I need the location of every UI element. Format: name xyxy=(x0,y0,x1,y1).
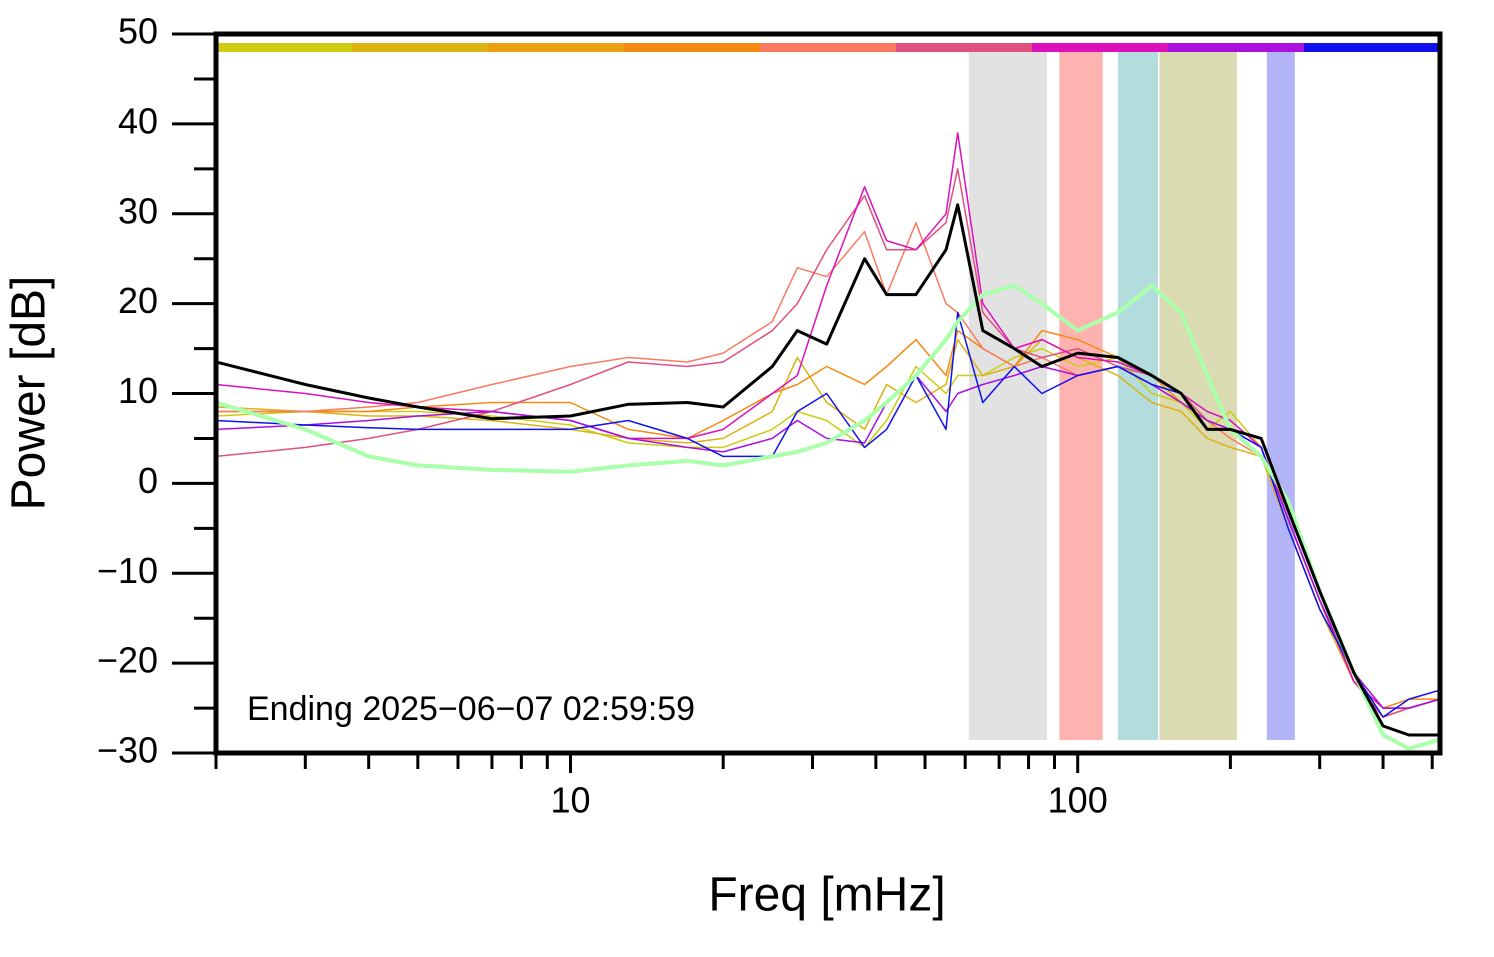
y-tick-label: −10 xyxy=(97,550,158,591)
y-tick-label: −20 xyxy=(97,640,158,681)
spectrum-line xyxy=(216,283,1440,751)
spectrum-line xyxy=(216,338,1440,718)
color-bar-segment xyxy=(352,43,489,52)
color-bar-segment xyxy=(624,43,761,52)
x-tick-label: 10 xyxy=(550,780,590,821)
frequency-band xyxy=(1059,52,1103,740)
x-tick-label: 100 xyxy=(1048,780,1108,821)
y-tick-label: −30 xyxy=(97,730,158,771)
spectrum-line xyxy=(216,132,1440,709)
x-axis-label: Freq [mHz] xyxy=(708,869,945,922)
color-bar-segment xyxy=(216,43,353,52)
color-bar-segment xyxy=(1168,43,1305,52)
spectrum-line xyxy=(216,203,1440,737)
y-axis-label: Power [dB] xyxy=(3,276,56,511)
y-tick-label: 20 xyxy=(118,280,158,321)
frequency-band xyxy=(1159,52,1237,740)
color-bar-segment xyxy=(896,43,1033,52)
frequency-band xyxy=(1117,52,1159,740)
color-bar-segment xyxy=(488,43,625,52)
frequency-band xyxy=(968,52,1048,740)
spectrum-line xyxy=(216,329,1440,709)
y-tick-label: 50 xyxy=(118,11,158,52)
color-bar-segment xyxy=(1304,43,1441,52)
plot-frame xyxy=(213,31,1443,756)
y-tick-label: 10 xyxy=(118,370,158,411)
y-tick-label: 30 xyxy=(118,190,158,231)
plot-area: 10 100 −30 −20 −10 0 10 20 30 40 50 xyxy=(97,11,1443,821)
spectrum-line xyxy=(216,221,1440,718)
annotation: Ending 2025−06−07 02:59:59 xyxy=(247,690,695,728)
y-tick-label: 40 xyxy=(118,100,158,141)
spectrum-line xyxy=(216,311,1440,718)
y-tick-label: 0 xyxy=(138,460,158,501)
spectrum-line xyxy=(216,365,1440,709)
color-bar-segment xyxy=(1032,43,1169,52)
frequency-band xyxy=(1266,52,1295,740)
color-bar-segment xyxy=(760,43,897,52)
